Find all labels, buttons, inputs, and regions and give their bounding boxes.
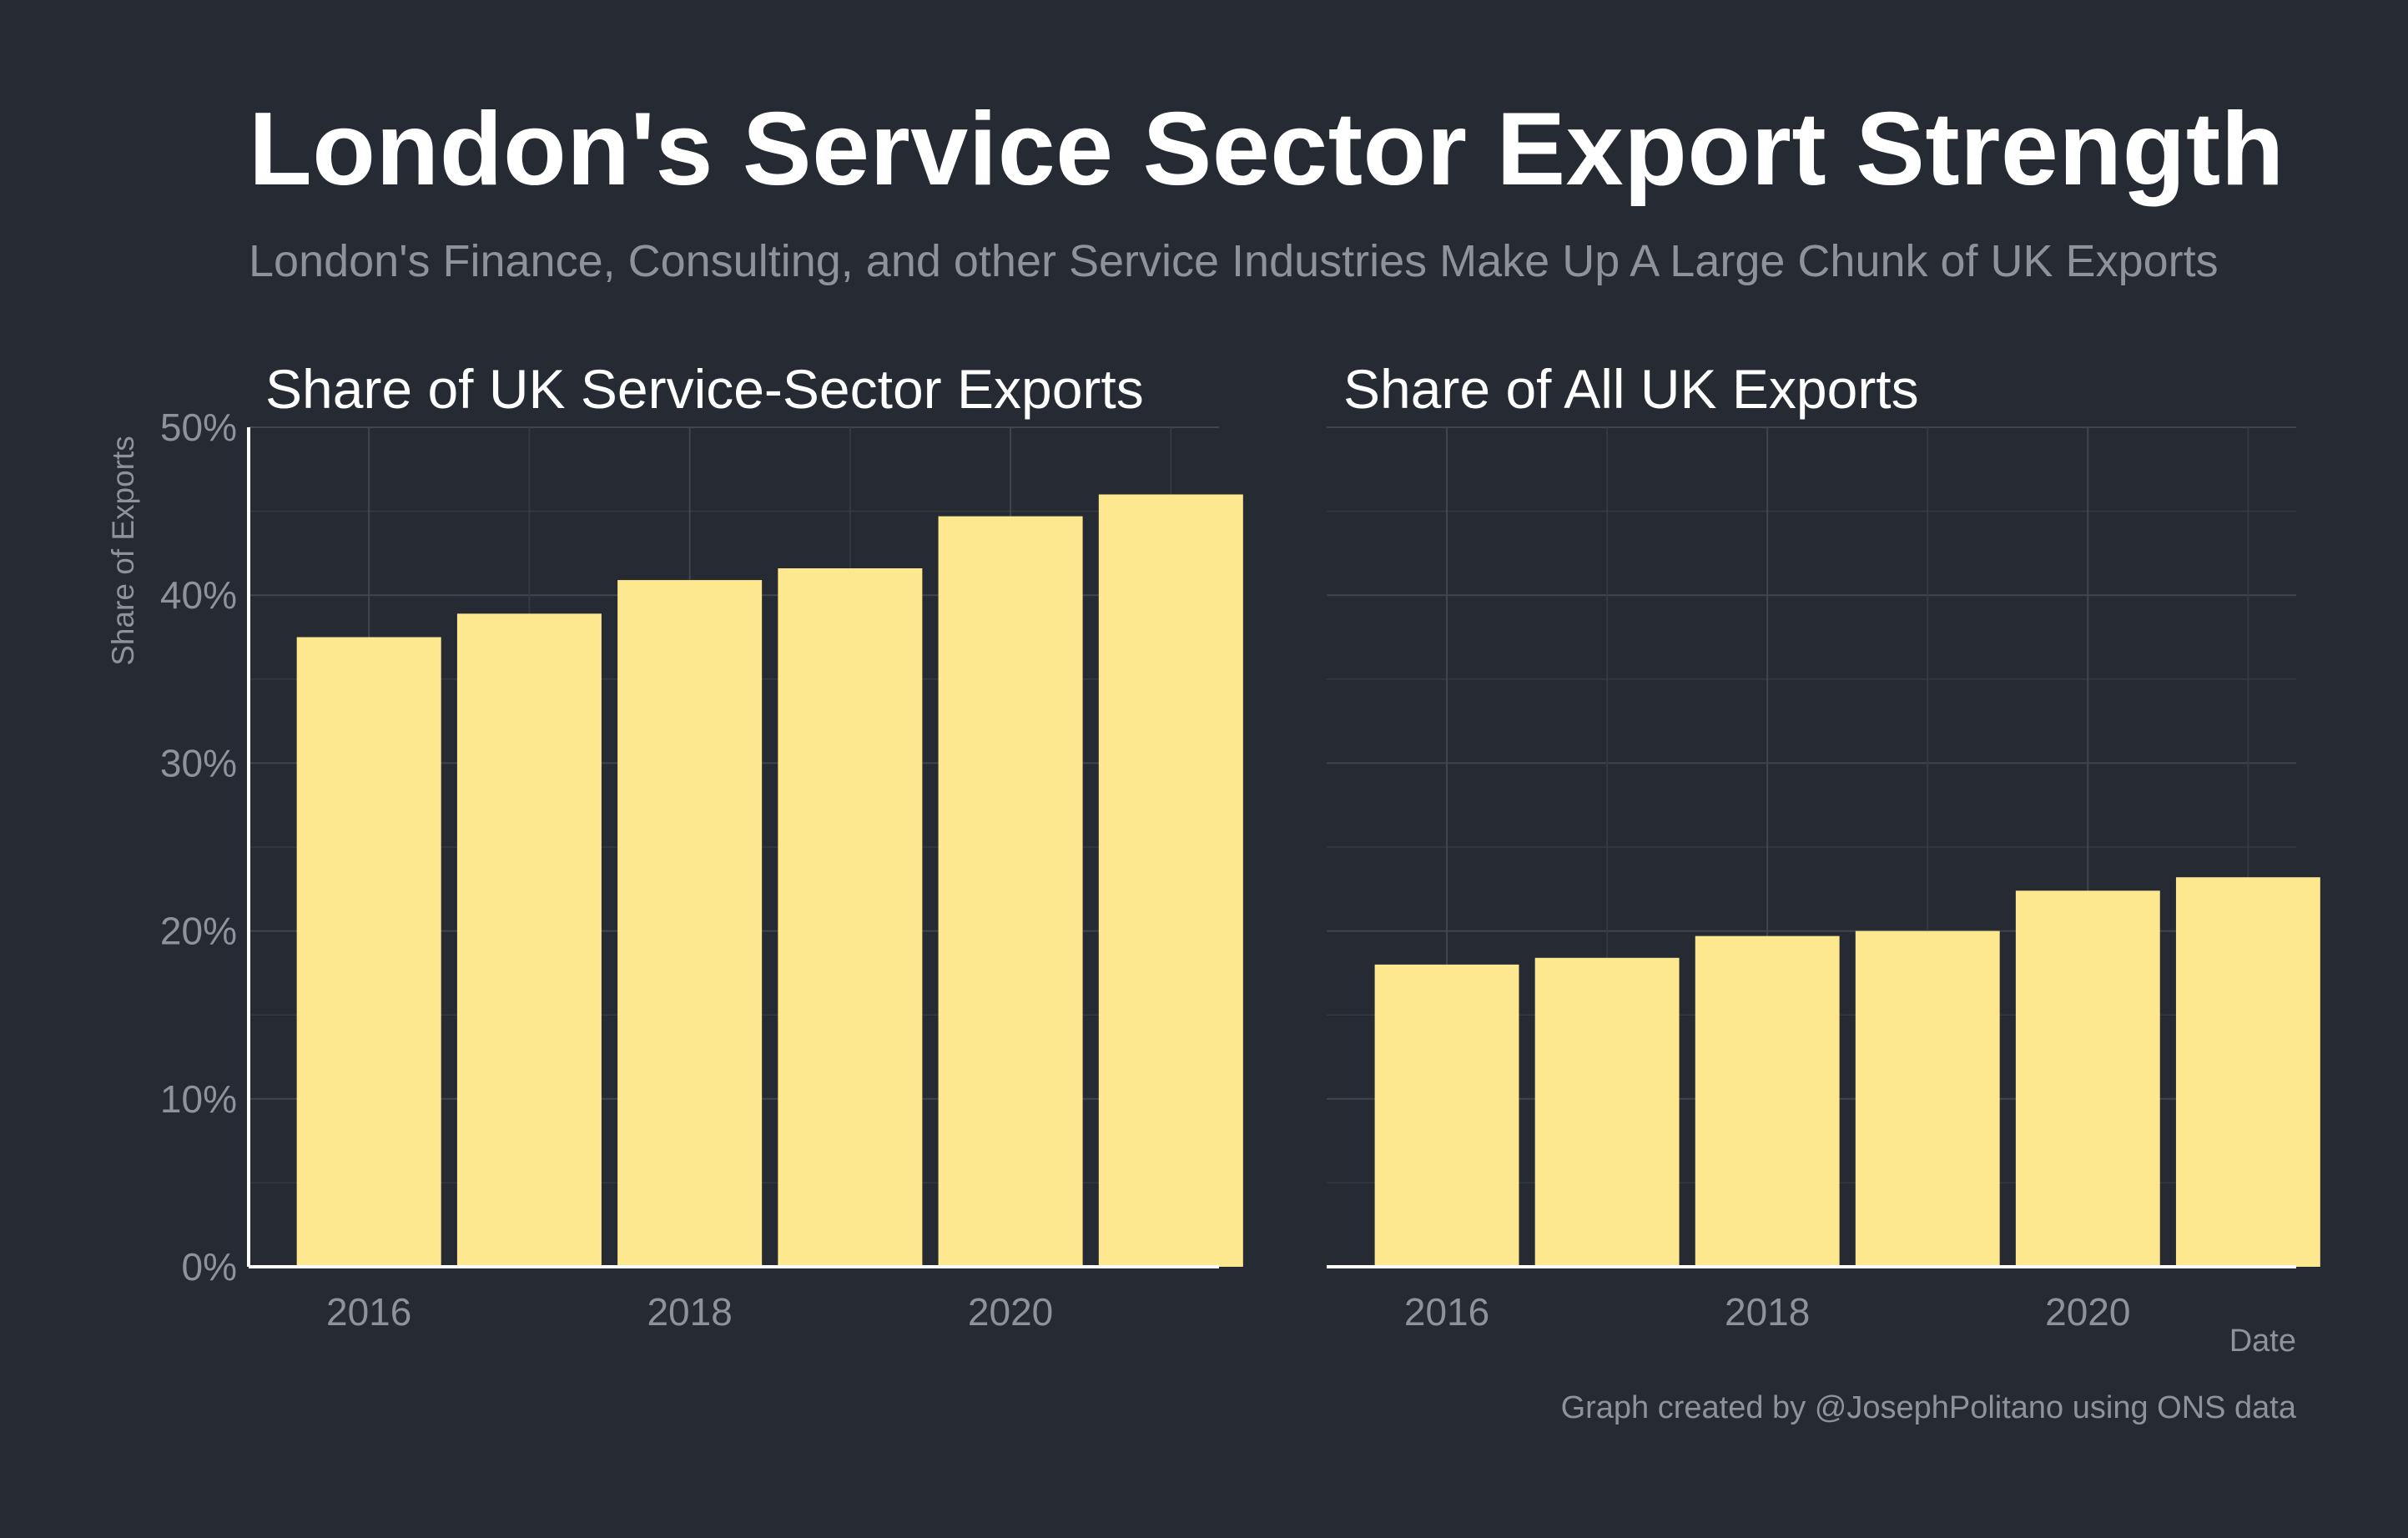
y-tick-label: 30%	[160, 741, 237, 784]
chart-title: London's Service Sector Export Strength	[249, 92, 2285, 207]
x-axis-label: Date	[2229, 1324, 2296, 1359]
bar-2020	[938, 516, 1083, 1267]
bar-2017	[456, 613, 602, 1267]
x-tick-label: 2020	[2045, 1290, 2130, 1334]
facet-panel-1: 0% 10% 20% 30% 40% 50% 2016 2018 2020	[160, 406, 1243, 1334]
bar-2018	[1695, 935, 1840, 1267]
y-tick-label: 40%	[160, 573, 237, 617]
x-tick-label: 2016	[1404, 1290, 1489, 1334]
bar-2016	[296, 637, 441, 1267]
y-tick-label: 0%	[182, 1245, 237, 1288]
bar-2018	[617, 580, 763, 1267]
bar-2020	[2015, 890, 2160, 1267]
bar-2016	[1374, 964, 1519, 1267]
facet-title-all-exports: Share of All UK Exports	[1343, 358, 1919, 420]
x-tick-label: 2018	[647, 1290, 732, 1334]
bar-2021	[1098, 494, 1243, 1267]
x-tick-label: 2020	[968, 1290, 1053, 1334]
facet-panel-2: 2016 2018 2020	[1327, 426, 2320, 1334]
chart-subtitle: London's Finance, Consulting, and other …	[249, 236, 2219, 286]
y-tick-label: 20%	[160, 910, 237, 953]
bar-2021	[2175, 877, 2320, 1267]
bar-2019	[1855, 930, 2000, 1267]
source-caption: Graph created by @JosephPolitano using O…	[1560, 1390, 2296, 1425]
bar-2017	[1534, 957, 1680, 1267]
x-tick-label: 2018	[1725, 1290, 1810, 1334]
bar-2019	[778, 568, 923, 1267]
facet-title-service-sector: Share of UK Service-Sector Exports	[265, 358, 1144, 420]
y-tick-label: 50%	[160, 406, 237, 449]
y-tick-label: 10%	[160, 1077, 237, 1121]
x-tick-label: 2016	[326, 1290, 411, 1334]
